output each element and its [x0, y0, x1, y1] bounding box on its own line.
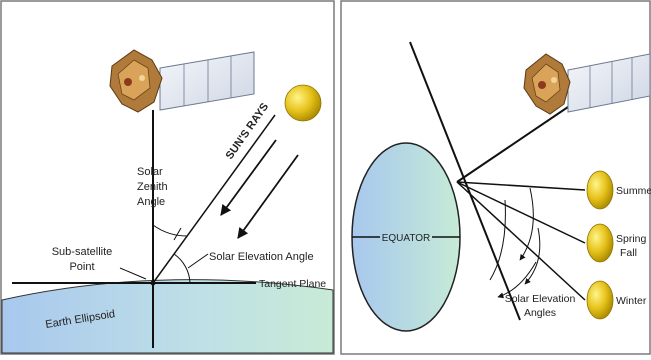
satellite-icon	[523, 53, 651, 115]
sun-icon	[586, 223, 614, 263]
sun-ray-arrow-1	[237, 154, 299, 239]
right-panel: EQUATOR	[351, 41, 651, 332]
zenith-angle-arc	[152, 224, 188, 237]
elevation-arc-summer	[519, 187, 534, 261]
sun-ray-arrow-2	[220, 139, 277, 216]
sub-satellite-line-1: Sub-satellite	[52, 246, 113, 258]
solar-elevation-angle-label: Solar Elevation Angle	[209, 251, 314, 263]
winter-line	[456, 181, 586, 301]
solar-zenith-line-1: Solar	[137, 166, 163, 178]
elevation-leader	[187, 253, 209, 269]
satellite-line	[456, 106, 569, 183]
spring-fall-line	[456, 181, 586, 244]
elevation-arc-inner	[489, 199, 506, 281]
spring-label: Spring	[616, 233, 647, 245]
solar-elevation-angles-line-2: Angles	[524, 307, 556, 319]
sun-icon	[586, 280, 614, 320]
zenith-leader	[173, 227, 182, 241]
subsatellite-leader	[119, 267, 147, 280]
solar-zenith-line-3: Angle	[137, 196, 165, 208]
summer-label: Summer	[616, 185, 651, 197]
sub-satellite-point-dot	[150, 280, 156, 286]
satellite-icon	[109, 49, 255, 113]
tangent-line	[409, 41, 521, 321]
sun-icon	[284, 84, 322, 122]
elevation-arc-winter	[497, 261, 537, 299]
sun-ray-line	[152, 114, 276, 284]
sun-icon	[586, 170, 614, 210]
solar-elevation-angles-line-1: Solar Elevation	[505, 293, 576, 305]
earth-ellipsoid	[1, 279, 334, 354]
winter-label: Winter	[616, 295, 647, 307]
elevation-angle-arc	[173, 253, 191, 284]
summer-line	[456, 181, 586, 191]
sub-satellite-line-2: Point	[69, 261, 94, 273]
solar-zenith-line-2: Zenith	[137, 181, 168, 193]
equator-label: EQUATOR	[382, 233, 431, 244]
tangent-plane-label: Tangent Plane	[259, 278, 326, 290]
elevation-arc-spring	[524, 227, 541, 285]
fall-label: Fall	[620, 247, 637, 259]
